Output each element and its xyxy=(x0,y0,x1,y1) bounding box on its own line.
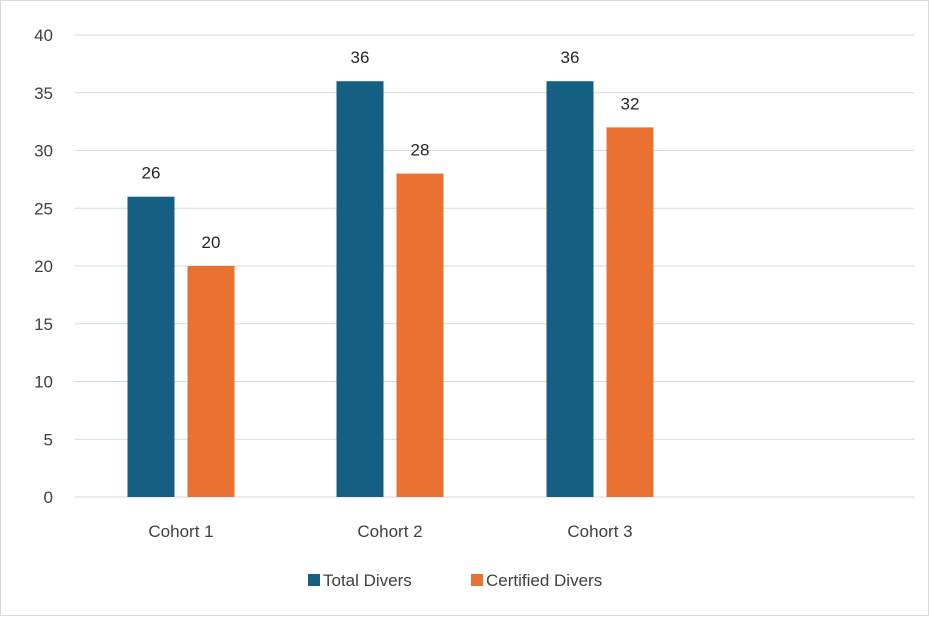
data-label: 36 xyxy=(351,48,370,67)
bar xyxy=(396,173,444,497)
data-label: 28 xyxy=(411,141,430,160)
data-label: 20 xyxy=(202,233,221,252)
bar xyxy=(336,81,384,497)
bar xyxy=(127,196,175,497)
y-tick-label: 30 xyxy=(34,142,53,161)
y-tick-label: 5 xyxy=(44,430,53,449)
x-tick-label: Cohort 1 xyxy=(148,522,213,541)
legend-label: Total Divers xyxy=(323,571,412,590)
legend-swatch xyxy=(471,574,483,586)
bar xyxy=(187,266,235,497)
y-tick-label: 15 xyxy=(34,315,53,334)
data-label: 36 xyxy=(561,48,580,67)
x-tick-label: Cohort 3 xyxy=(567,522,632,541)
x-tick-label: Cohort 2 xyxy=(357,522,422,541)
y-tick-label: 25 xyxy=(34,199,53,218)
bar xyxy=(546,81,594,497)
legend-swatch xyxy=(308,574,320,586)
data-label: 26 xyxy=(142,164,161,183)
data-label: 32 xyxy=(621,94,640,113)
y-tick-label: 0 xyxy=(44,488,53,507)
y-tick-label: 40 xyxy=(34,26,53,45)
bar xyxy=(606,127,654,498)
y-tick-label: 35 xyxy=(34,84,53,103)
legend-label: Certified Divers xyxy=(486,571,602,590)
y-tick-label: 10 xyxy=(34,373,53,392)
y-tick-label: 20 xyxy=(34,257,53,276)
